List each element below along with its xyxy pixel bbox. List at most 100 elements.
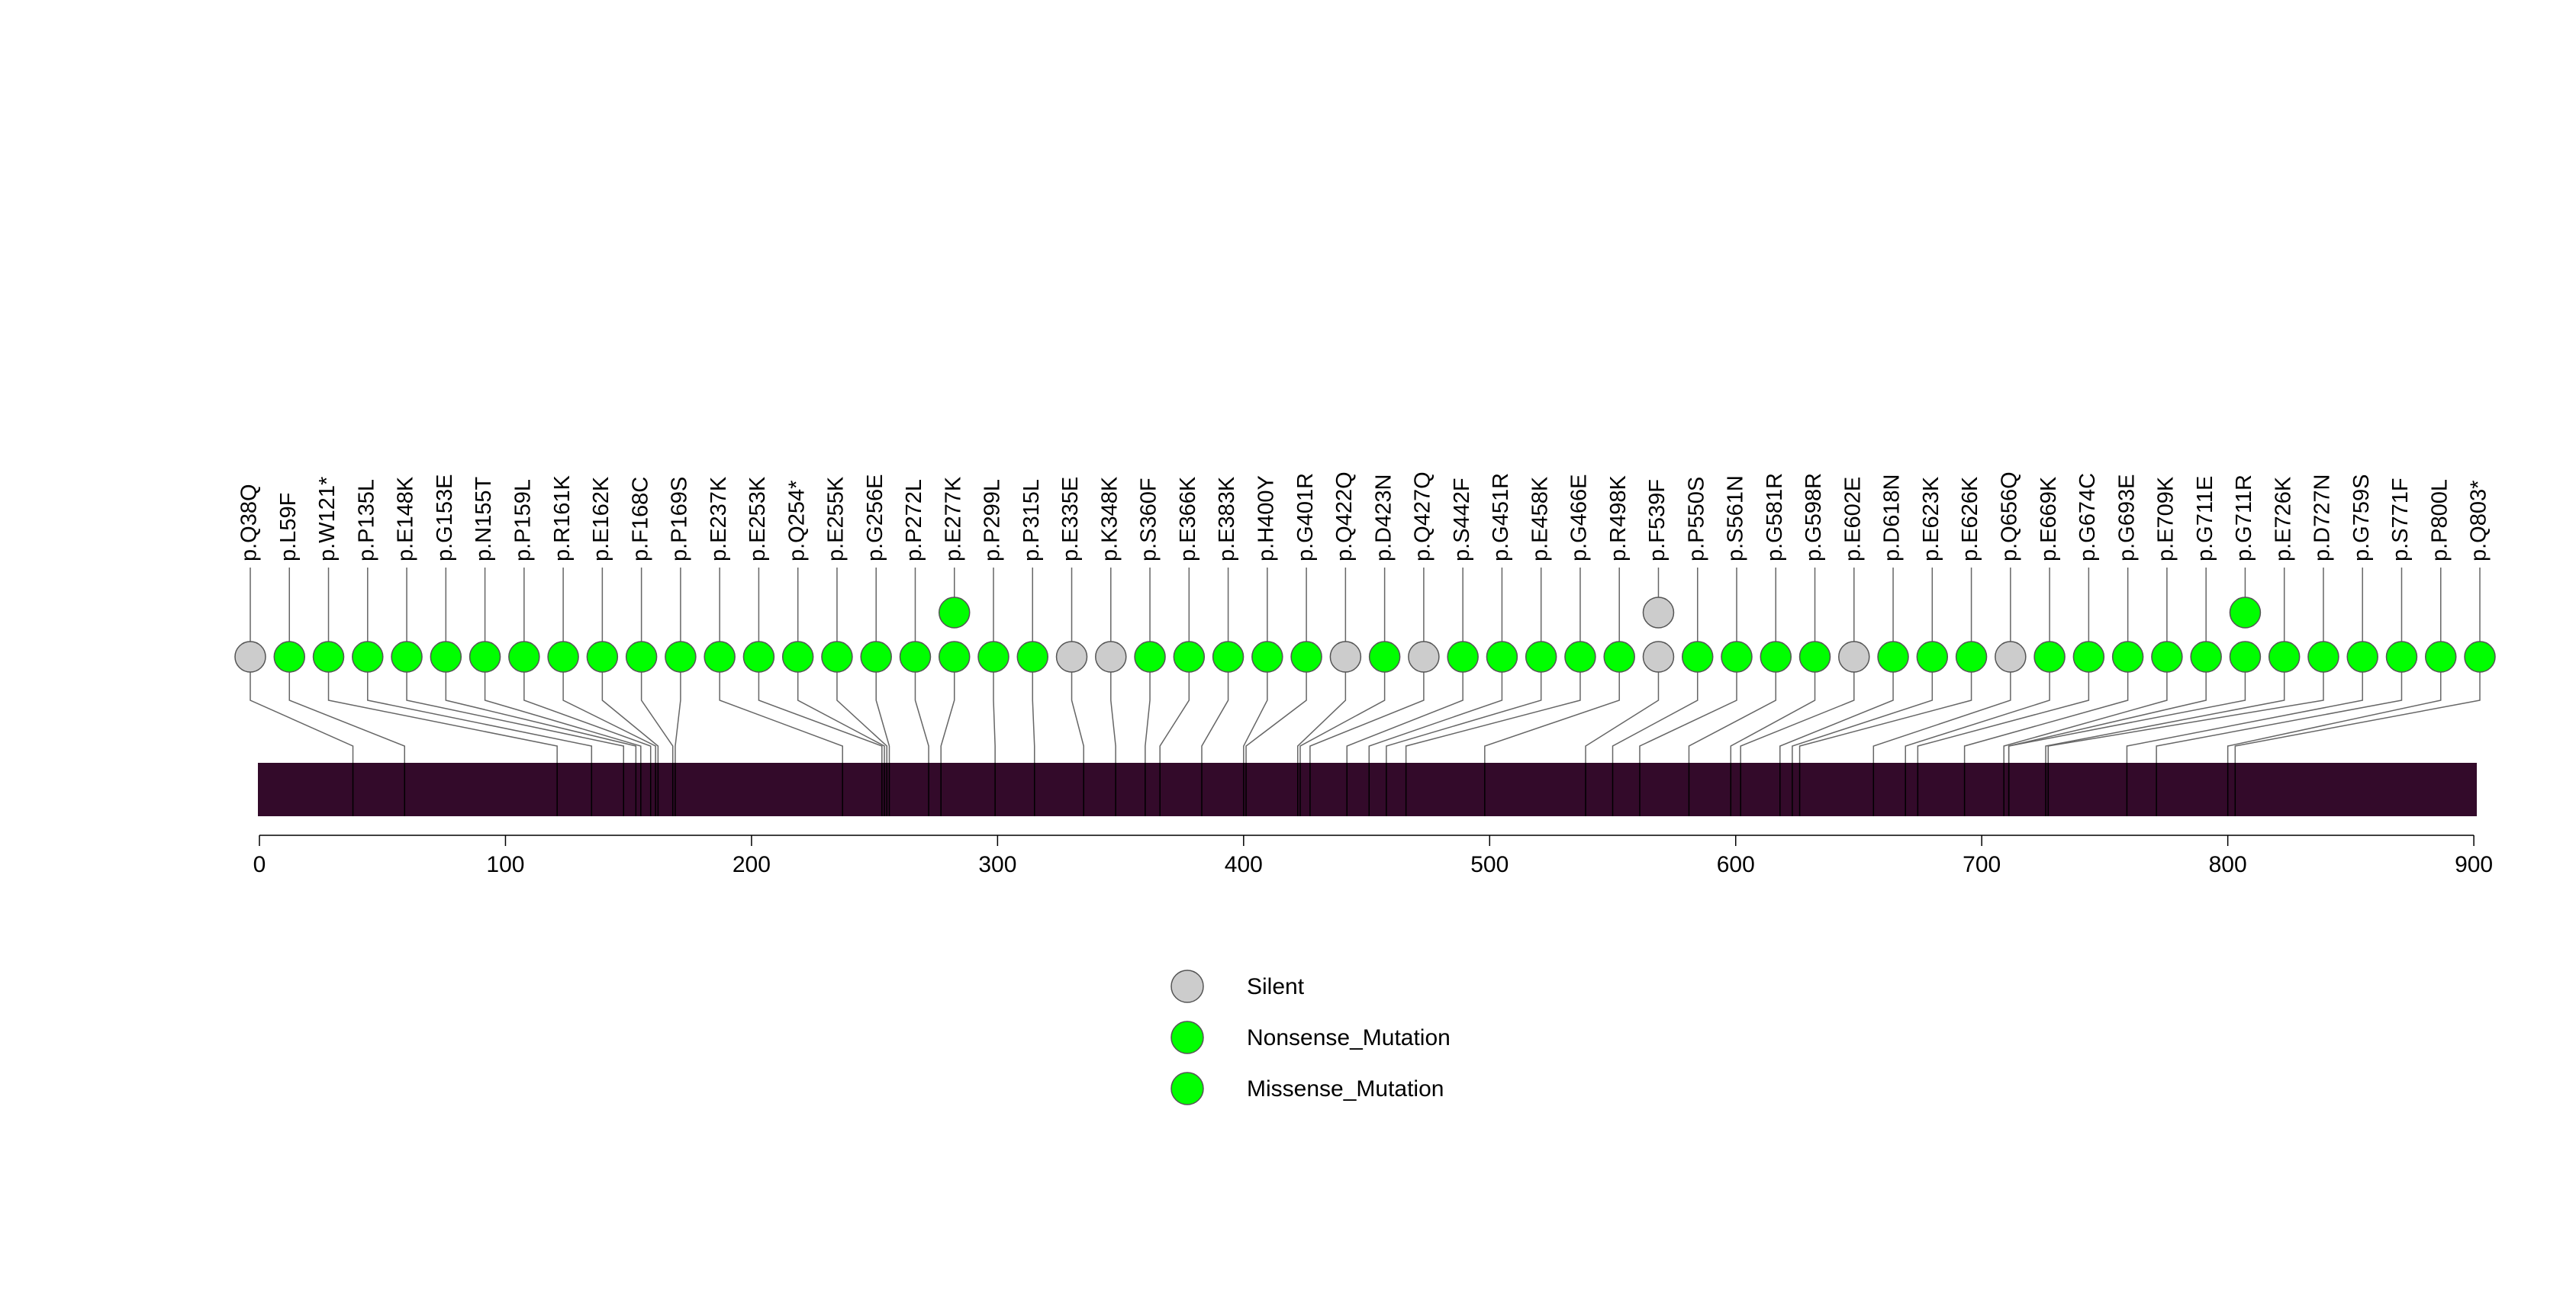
mutation-label-e602e: p.E602E bbox=[1840, 477, 1865, 561]
leader-line-e626k bbox=[1798, 672, 1972, 763]
mutation-point-g759s bbox=[2346, 641, 2378, 673]
x-tick-label-600: 600 bbox=[1717, 852, 1755, 877]
leader-line-e335e bbox=[1071, 672, 1084, 763]
leader-line-g581r bbox=[1688, 672, 1777, 763]
mutation-label-l59f: p.L59F bbox=[276, 493, 301, 561]
mutation-point-e458k bbox=[1525, 641, 1557, 673]
leader-line-q656q bbox=[1872, 672, 2011, 763]
position-tick-lines bbox=[352, 763, 2236, 816]
lollipop-stems bbox=[250, 568, 2481, 642]
mutation-label-n155t: p.N155T bbox=[472, 476, 496, 561]
leader-line-l59f bbox=[288, 672, 405, 763]
leader-line-w121-stop bbox=[327, 672, 558, 763]
leader-line-r161k bbox=[562, 672, 656, 763]
mutation-label-e458k: p.E458K bbox=[1528, 476, 1552, 561]
mutation-label-s561n: p.S561N bbox=[1724, 475, 1748, 561]
leader-line-q38q bbox=[250, 672, 354, 763]
leader-line-p169s bbox=[675, 672, 681, 763]
mutation-point-f539f-2 bbox=[1642, 597, 1675, 629]
mutation-point-e277k-2 bbox=[938, 597, 971, 629]
mutation-label-g256e: p.G256E bbox=[863, 474, 887, 561]
leader-line-e458k bbox=[1386, 672, 1542, 763]
x-tick-label-500: 500 bbox=[1470, 852, 1509, 877]
leader-line-g598r bbox=[1730, 672, 1816, 763]
legend-marker-missense-mutation bbox=[1170, 1072, 1204, 1105]
mutation-label-g581r: p.G581R bbox=[1763, 473, 1787, 561]
mutation-point-e366k bbox=[1173, 641, 1206, 673]
mutation-point-d618n bbox=[1877, 641, 1909, 673]
mutation-label-q254-stop: p.Q254* bbox=[784, 481, 809, 561]
mutation-point-g401r bbox=[1290, 641, 1322, 673]
leader-line-g674c bbox=[1917, 672, 2090, 763]
leader-line-e148k bbox=[406, 672, 624, 763]
mutation-label-g711e: p.G711E bbox=[2193, 476, 2217, 561]
x-tick-label-300: 300 bbox=[978, 852, 1016, 877]
legend-marker-nonsense-mutation bbox=[1170, 1021, 1204, 1054]
mutation-label-f168c: p.F168C bbox=[628, 477, 652, 561]
mutation-label-q38q: p.Q38Q bbox=[237, 484, 262, 561]
leader-line-p272l bbox=[914, 672, 929, 763]
leader-line-e726k bbox=[2045, 672, 2285, 763]
mutation-point-s360f bbox=[1134, 641, 1166, 673]
mutation-label-p135l: p.P135L bbox=[354, 479, 378, 561]
leader-line-p550s bbox=[1612, 672, 1699, 763]
legend-label-nonsense-mutation: Nonsense_Mutation bbox=[1247, 1025, 1451, 1050]
leader-line-d618n bbox=[1779, 672, 1894, 763]
leader-line-p800l bbox=[2227, 672, 2442, 763]
mutation-point-f168c bbox=[625, 641, 658, 673]
leader-line-p159l bbox=[523, 672, 652, 763]
mutation-label-k348k: p.K348K bbox=[1097, 476, 1122, 561]
mutation-label-g759s: p.G759S bbox=[2349, 474, 2374, 561]
leader-line-p315l bbox=[1032, 672, 1035, 763]
leader-line-s360f bbox=[1145, 672, 1151, 763]
leader-line-g759s bbox=[2126, 672, 2363, 763]
leader-line-q803-stop bbox=[2234, 672, 2481, 763]
mutation-label-e237k: p.E237K bbox=[707, 476, 731, 561]
mutation-label-q427q: p.Q427Q bbox=[1411, 471, 1435, 561]
protein-bar bbox=[258, 763, 2477, 816]
leader-line-g451r bbox=[1368, 672, 1503, 763]
x-axis: 0 100 200 300 400 500 600 700 800 900 bbox=[253, 835, 2493, 877]
leader-line-e623k bbox=[1792, 672, 1934, 763]
mutation-point-e726k bbox=[2268, 641, 2301, 673]
leader-line-e255k bbox=[836, 672, 888, 763]
mutation-label-f539f: p.F539F bbox=[1645, 479, 1670, 561]
mutation-point-g153e bbox=[430, 641, 462, 673]
lollipop-circles bbox=[234, 597, 2496, 673]
mutation-label-q422q: p.Q422Q bbox=[1332, 471, 1357, 561]
mutation-point-g256e bbox=[860, 641, 892, 673]
mutation-point-f539f bbox=[1642, 641, 1675, 673]
mutation-label-e709k: p.E709K bbox=[2154, 476, 2178, 561]
mutation-label-d727n: p.D727N bbox=[2310, 474, 2335, 561]
mutation-point-e255k bbox=[821, 641, 853, 673]
legend-marker-silent bbox=[1170, 970, 1204, 1003]
legend-label-silent: Silent bbox=[1247, 974, 1305, 999]
mutation-point-e335e bbox=[1055, 641, 1088, 673]
mutation-label-g711r: p.G711R bbox=[2232, 474, 2256, 561]
mutation-point-p550s bbox=[1681, 641, 1714, 673]
mutation-point-g693e bbox=[2111, 641, 2144, 673]
mutation-label-e253k: p.E253K bbox=[745, 476, 770, 561]
leader-line-r498k bbox=[1484, 672, 1620, 763]
leader-line-g401r bbox=[1245, 672, 1307, 763]
leader-line-p299l bbox=[993, 672, 996, 763]
x-tick-label-200: 200 bbox=[733, 852, 771, 877]
legend: Silent Nonsense_Mutation Missense_Mutation bbox=[1170, 970, 1451, 1105]
x-tick-label-800: 800 bbox=[2209, 852, 2247, 877]
leader-line-p135l bbox=[367, 672, 593, 763]
mutation-point-p299l bbox=[977, 641, 1009, 673]
mutation-label-h400y: p.H400Y bbox=[1254, 475, 1278, 561]
leader-line-e162k bbox=[601, 672, 659, 763]
mutation-labels: p.Q38Q p.L59F p.W121* p.P135L p.E148K p.G153E… bbox=[237, 471, 2491, 561]
mutation-label-s771f: p.S771F bbox=[2388, 478, 2413, 561]
leader-line-g153e bbox=[445, 672, 637, 763]
mutation-label-g674c: p.G674C bbox=[2075, 473, 2100, 561]
mutation-point-e626k bbox=[1955, 641, 1988, 673]
mutation-point-g466e bbox=[1564, 641, 1596, 673]
mutation-label-q803-stop: p.Q803* bbox=[2467, 481, 2491, 561]
leader-line-s561n bbox=[1639, 672, 1737, 763]
leader-line-h400y bbox=[1243, 672, 1268, 763]
mutation-label-p169s: p.P169S bbox=[668, 477, 692, 561]
mutation-label-e277k: p.E277K bbox=[941, 476, 965, 561]
